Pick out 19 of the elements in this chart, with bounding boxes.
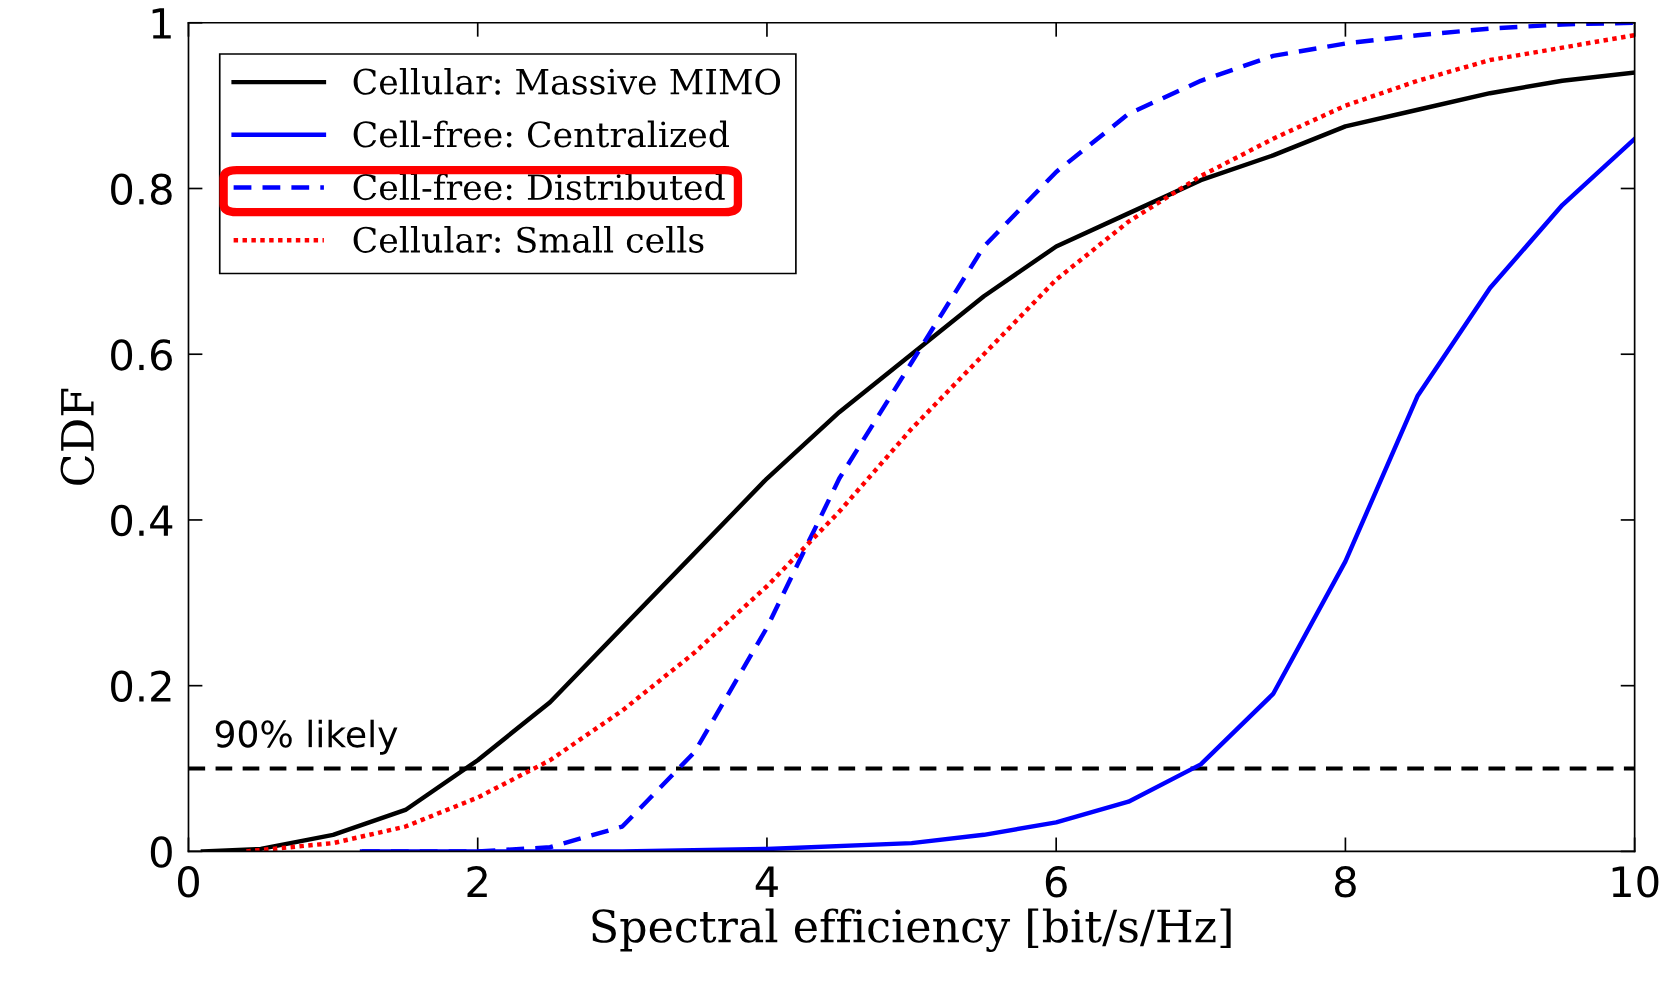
y-tick-label: 0.6 <box>111 339 172 371</box>
y-axis-title: CDF <box>60 388 95 485</box>
y-tick-label: 0.8 <box>111 173 172 205</box>
x-tick-label: 4 <box>755 866 778 897</box>
y-tick-label: 0.4 <box>111 504 173 537</box>
legend-label: Cell-free: Centralized <box>353 120 730 148</box>
x-tick-label: 0 <box>177 866 199 898</box>
x-tick-label: 8 <box>1334 866 1356 898</box>
x-tick-label: 10 <box>1612 866 1659 898</box>
y-tick-label: 1 <box>152 8 171 39</box>
legend-label: Cellular: Massive MIMO <box>353 67 781 95</box>
x-tick-label: 6 <box>1045 866 1067 898</box>
legend-label: Cellular: Small cells <box>353 226 704 253</box>
y-tick-label: 0.2 <box>111 670 171 703</box>
x-axis-title: Spectral efficiency [bit/s/Hz] <box>592 908 1231 953</box>
x-tick-label: 2 <box>467 866 487 897</box>
ref-line-label: 90% likely <box>215 719 398 755</box>
legend-label: Cell-free: Distributed <box>353 173 725 201</box>
y-tick-label: 0 <box>150 836 172 868</box>
